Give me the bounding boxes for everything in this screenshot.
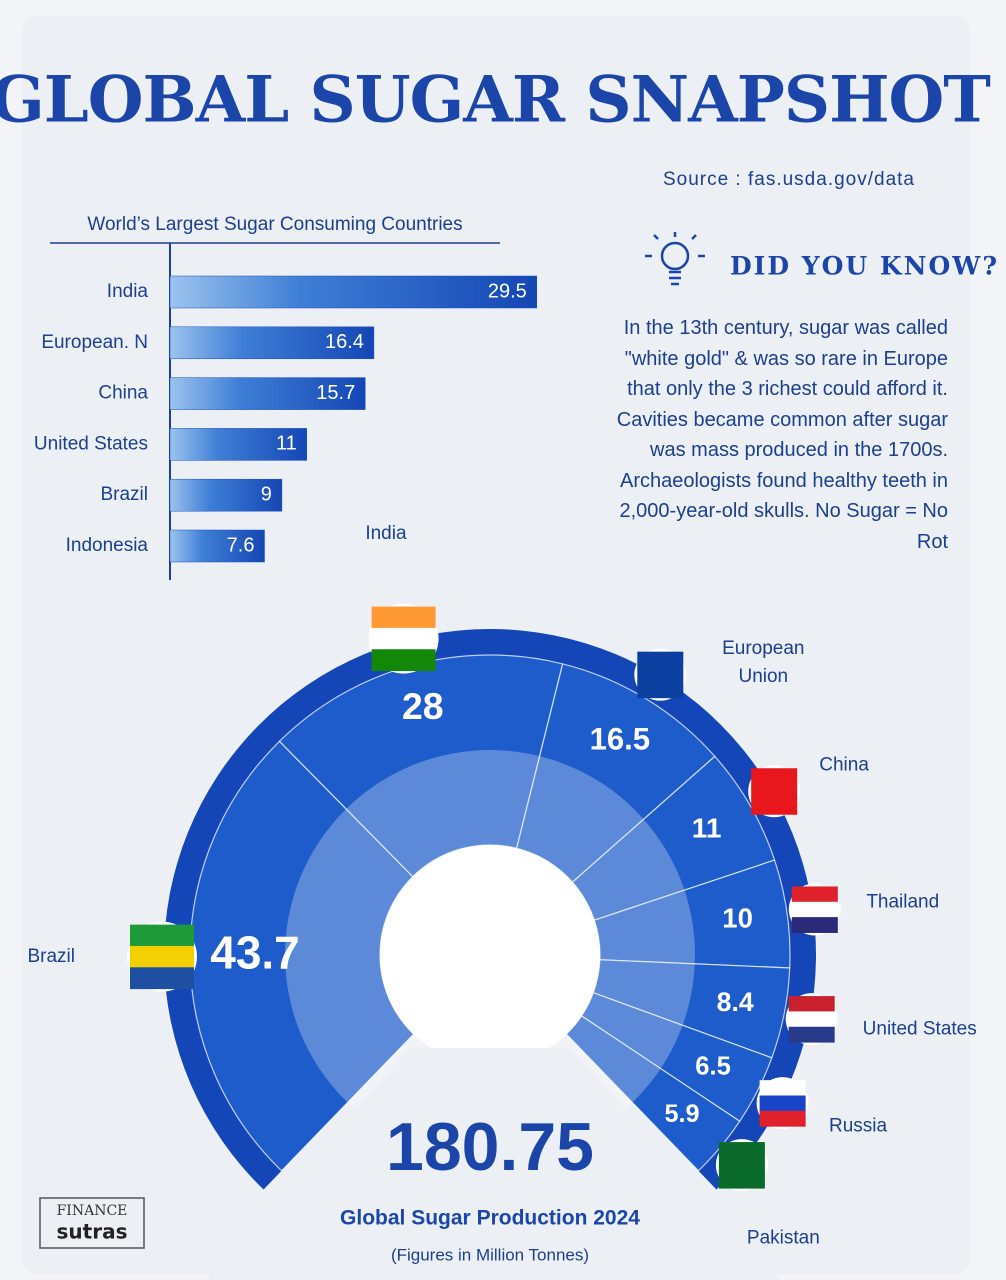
flag-stripe — [718, 1142, 765, 1158]
y-tick-label: India — [107, 281, 149, 302]
logo-line2: sutras — [57, 1220, 128, 1244]
bar — [169, 428, 308, 461]
flag-stripe — [637, 667, 684, 683]
category-label: India — [365, 523, 407, 544]
flag-stripe — [751, 798, 798, 815]
category-label: Pakistan — [747, 1227, 820, 1248]
value-label: 16.4 — [325, 331, 364, 353]
flag-stripe — [130, 924, 195, 947]
bar-chart-title: World’s Largest Sugar Consuming Countrie… — [87, 214, 462, 235]
flag — [788, 883, 841, 936]
fact-text: In the 13th century, sugar was called "w… — [616, 317, 948, 553]
category-label: European Union — [722, 637, 805, 687]
bar — [169, 377, 366, 410]
flag-stripe — [371, 627, 436, 650]
value-label: 15.7 — [316, 382, 355, 404]
bulb-icon — [645, 232, 705, 286]
flag — [748, 765, 801, 818]
category-label: China — [819, 754, 869, 775]
flag-stripe — [791, 917, 838, 933]
value-label: 5.9 — [664, 1100, 699, 1128]
flag-stripe — [637, 682, 684, 699]
flag-stripe — [130, 945, 195, 968]
value-label: 11 — [276, 433, 297, 455]
flag — [756, 1077, 809, 1130]
value-label: 11 — [692, 813, 722, 844]
flag-stripe — [718, 1172, 765, 1189]
bar — [169, 478, 283, 512]
fact-heading: DID YOU KNOW? — [730, 252, 999, 281]
flag-stripe — [788, 996, 835, 1012]
flag — [127, 921, 198, 992]
logo-line1: FINANCE — [57, 1203, 128, 1219]
bar — [169, 275, 538, 309]
flag-stripe — [371, 649, 436, 672]
flag-stripe — [759, 1095, 806, 1112]
value-label: 9 — [261, 483, 272, 505]
value-label: 43.7 — [210, 926, 300, 978]
flag-stripe — [788, 1026, 835, 1043]
y-tick-label: Brazil — [100, 484, 148, 505]
pie-subtitle: (Figures in Million Tonnes) — [391, 1245, 589, 1264]
flag — [785, 993, 838, 1046]
flag-stripe — [130, 967, 195, 990]
y-tick-label: United States — [34, 433, 148, 454]
flag-stripe — [371, 606, 436, 629]
y-tick-label: China — [98, 383, 148, 404]
source: Source : fas.usda.gov/data — [663, 169, 915, 190]
value-label: 16.5 — [590, 722, 650, 757]
value-label: 6.5 — [695, 1053, 731, 1081]
category-label: Thailand — [866, 891, 939, 912]
category-label: Russia — [829, 1116, 888, 1137]
category-label: Brazil — [27, 946, 75, 967]
value-label: 7.6 — [227, 534, 255, 556]
flag-stripe — [791, 901, 838, 918]
bar — [169, 529, 265, 563]
flag-stripe — [637, 651, 684, 668]
center-hole — [380, 845, 600, 1065]
flag — [368, 603, 439, 674]
flag-stripe — [791, 886, 838, 903]
flag — [634, 648, 687, 701]
y-tick-label: Indonesia — [66, 535, 149, 556]
flag-stripe — [788, 1011, 835, 1028]
value-label: 8.4 — [717, 987, 754, 1017]
total-label: 180.75 — [386, 1109, 594, 1185]
pie-title: Global Sugar Production 2024 — [340, 1207, 640, 1230]
flag-stripe — [751, 768, 798, 785]
outer-ring — [164, 628, 816, 1190]
value-label: 10 — [722, 903, 753, 934]
flag-stripe — [751, 783, 798, 800]
flag — [715, 1139, 768, 1192]
bottom-panel — [205, 1048, 780, 1280]
y-tick-label: European. N — [41, 332, 148, 353]
page-title: GLOBAL SUGAR SNAPSHOT — [0, 63, 990, 138]
flag-stripe — [718, 1157, 765, 1174]
logo-frame — [39, 1197, 145, 1249]
category-label: United States — [863, 1018, 977, 1039]
value-label: 29.5 — [488, 280, 527, 302]
flag-stripe — [759, 1110, 806, 1127]
value-label: 28 — [402, 685, 444, 727]
flag-stripe — [759, 1080, 806, 1097]
bar — [169, 326, 375, 360]
